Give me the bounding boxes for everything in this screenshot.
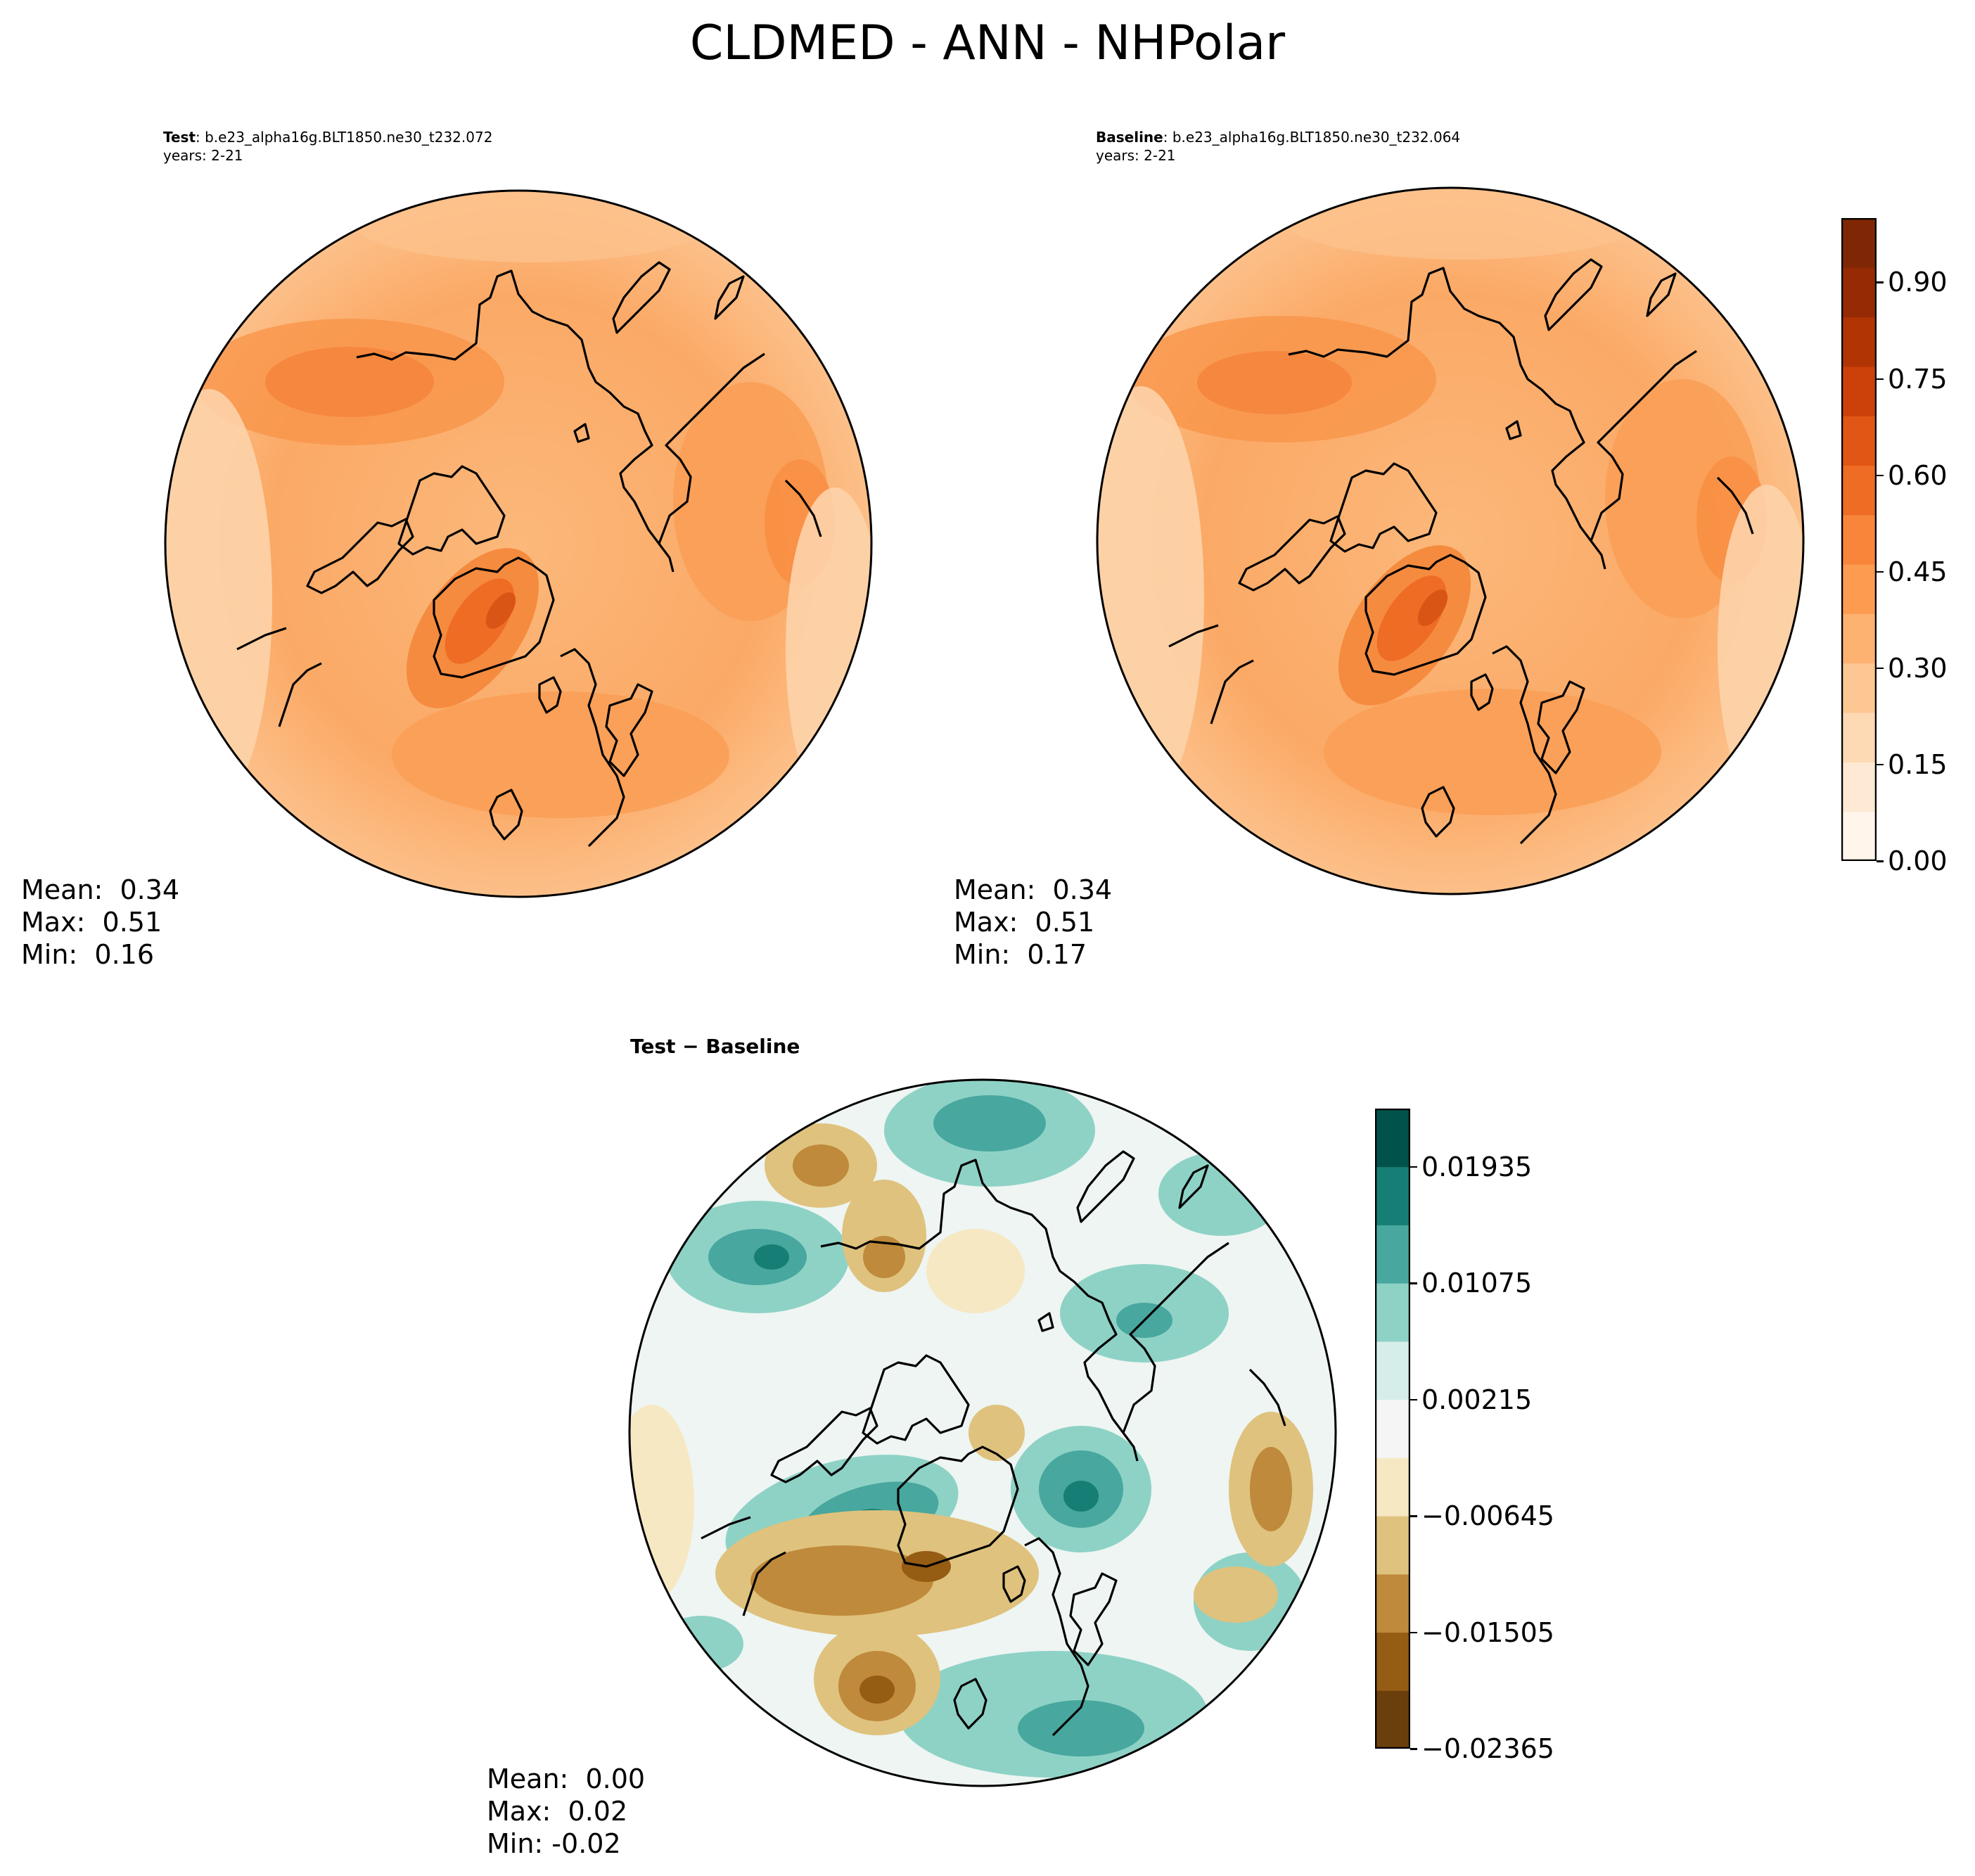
main-colorbar-band — [1841, 811, 1877, 861]
baseline-max: Max: 0.51 — [954, 907, 1095, 938]
main-colorbar-band — [1841, 218, 1877, 268]
diff-colorbar-band — [1375, 1690, 1410, 1749]
diff-colorbar-band — [1375, 1399, 1410, 1458]
test-max: Max: 0.51 — [21, 907, 162, 938]
diff-colorbar-frame — [1375, 1109, 1410, 1749]
diff-colorbar-band — [1375, 1632, 1410, 1691]
diff-colorbar-tick — [1410, 1398, 1417, 1401]
test-subtitle: Test: b.e23_alpha16g.BLT1850.ne30_t232.0… — [163, 128, 492, 165]
diff-colorbar-band — [1375, 1283, 1410, 1342]
diff-colorbar-band — [1375, 1341, 1410, 1400]
diff-colorbar — [1375, 1109, 1410, 1749]
diff-mean: Mean: 0.00 — [487, 1763, 646, 1794]
test-map-boundary — [164, 189, 873, 898]
diff-colorbar-tick-label: 0.01935 — [1421, 1151, 1533, 1182]
diff-colorbar-tick-label: 0.01075 — [1421, 1268, 1533, 1299]
diff-colorbar-tick — [1410, 1748, 1417, 1750]
baseline-map-boundary — [1096, 186, 1805, 895]
diff-map — [628, 1078, 1337, 1787]
main-colorbar-band — [1841, 267, 1877, 318]
baseline-mean: Mean: 0.34 — [954, 874, 1113, 905]
main-colorbar-tick-label: 0.75 — [1888, 363, 1948, 395]
main-colorbar-tick — [1877, 474, 1884, 477]
main-colorbar-band — [1841, 762, 1877, 812]
diff-colorbar-band — [1375, 1574, 1410, 1633]
main-colorbar-tick — [1877, 378, 1884, 380]
figure-title: CLDMED - ANN - NHPolar — [689, 15, 1286, 71]
main-colorbar-frame — [1841, 218, 1877, 861]
diff-colorbar-tick — [1410, 1282, 1417, 1284]
main-colorbar-tick — [1877, 860, 1884, 862]
test-case: : b.e23_alpha16g.BLT1850.ne30_t232.072 — [196, 129, 493, 146]
baseline-case: : b.e23_alpha16g.BLT1850.ne30_t232.064 — [1163, 129, 1461, 146]
main-colorbar-band — [1841, 416, 1877, 466]
diff-stats: Mean: 0.00 Max: 0.02 Min: -0.02 — [487, 1763, 645, 1860]
diff-colorbar-band — [1375, 1457, 1410, 1517]
main-colorbar-tick — [1877, 281, 1884, 283]
main-colorbar-tick — [1877, 570, 1884, 573]
baseline-label: Baseline — [1096, 129, 1163, 146]
diff-min: Min: -0.02 — [487, 1828, 621, 1859]
diff-max: Max: 0.02 — [487, 1796, 628, 1827]
main-colorbar-band — [1841, 663, 1877, 713]
diff-subtitle: Test − Baseline — [630, 1035, 800, 1058]
baseline-years: years: 2-21 — [1096, 147, 1176, 164]
test-years: years: 2-21 — [163, 147, 243, 164]
diff-colorbar-tick — [1410, 1515, 1417, 1517]
baseline-min: Min: 0.17 — [954, 939, 1087, 970]
test-mean: Mean: 0.34 — [21, 874, 180, 905]
test-stats: Mean: 0.34 Max: 0.51 Min: 0.16 — [21, 874, 179, 971]
diff-colorbar-band — [1375, 1166, 1410, 1225]
diff-colorbar-tick-label: −0.00645 — [1421, 1500, 1554, 1532]
diff-map-boundary — [628, 1078, 1337, 1787]
diff-colorbar-tick — [1410, 1166, 1417, 1168]
main-colorbar-band — [1841, 465, 1877, 516]
main-colorbar-tick — [1877, 763, 1884, 766]
main-colorbar-band — [1841, 564, 1877, 614]
diff-colorbar-band — [1375, 1109, 1410, 1168]
diff-colorbar-tick — [1410, 1631, 1417, 1634]
main-colorbar-band — [1841, 713, 1877, 762]
main-colorbar-band — [1841, 317, 1877, 367]
diff-colorbar-tick-label: −0.01505 — [1421, 1616, 1554, 1648]
main-colorbar-band — [1841, 366, 1877, 416]
diff-colorbar-band — [1375, 1225, 1410, 1284]
baseline-subtitle: Baseline: b.e23_alpha16g.BLT1850.ne30_t2… — [1096, 128, 1460, 165]
diff-label: Test − Baseline — [630, 1035, 800, 1058]
baseline-stats: Mean: 0.34 Max: 0.51 Min: 0.17 — [954, 874, 1112, 971]
main-colorbar-band — [1841, 613, 1877, 664]
main-colorbar-tick-label: 0.15 — [1888, 748, 1948, 780]
main-colorbar-tick-label: 0.45 — [1888, 556, 1948, 587]
main-colorbar-tick-label: 0.90 — [1888, 267, 1948, 298]
main-colorbar-tick-label: 0.30 — [1888, 652, 1948, 684]
test-label: Test — [163, 129, 196, 146]
main-colorbar-band — [1841, 514, 1877, 565]
main-colorbar — [1841, 218, 1877, 861]
diff-colorbar-tick-label: −0.02365 — [1421, 1733, 1554, 1764]
baseline-map — [1096, 186, 1805, 895]
main-colorbar-tick — [1877, 667, 1884, 670]
diff-field-contours — [629, 1080, 1313, 1778]
diff-colorbar-tick-label: 0.00215 — [1421, 1384, 1533, 1415]
diff-colorbar-band — [1375, 1516, 1410, 1575]
main-colorbar-tick-label: 0.60 — [1888, 459, 1948, 491]
test-min: Min: 0.16 — [21, 939, 154, 970]
test-map — [164, 189, 873, 898]
main-colorbar-tick-label: 0.00 — [1888, 846, 1948, 876]
